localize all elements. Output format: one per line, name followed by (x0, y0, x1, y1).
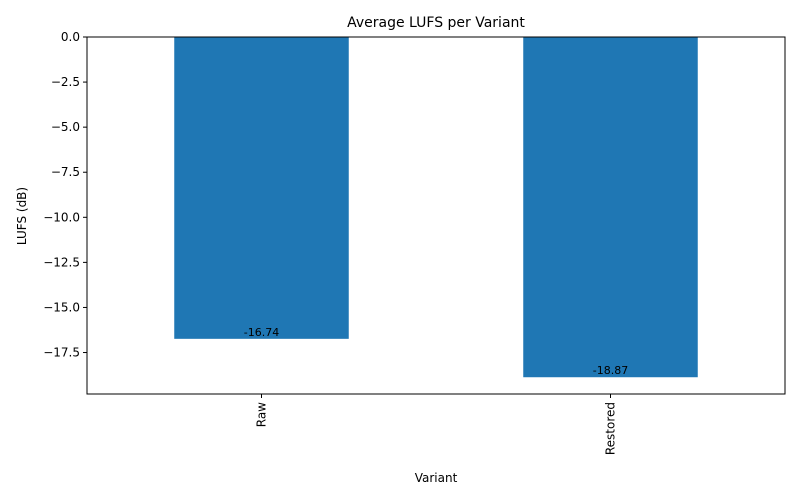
chart-title: Average LUFS per Variant (347, 15, 525, 31)
y-axis: 0.0 −2.5 −5.0 −7.5 −10.0 −12.5 −15.0 −17.5 (43, 30, 87, 360)
bar-value-label: -18.87 (593, 364, 628, 377)
y-tick-label: −2.5 (51, 75, 80, 89)
x-tick-label: Restored (604, 402, 618, 455)
y-tick-label: −10.0 (43, 210, 80, 224)
y-tick-label: −5.0 (51, 120, 80, 134)
bar-raw (174, 37, 349, 339)
bar-restored (523, 37, 698, 378)
bar-value-label: -16.74 (244, 326, 279, 339)
y-tick-label: 0.0 (61, 30, 80, 44)
x-axis: Raw Restored (255, 394, 618, 455)
y-tick-label: −7.5 (51, 165, 80, 179)
y-tick-label: −15.0 (43, 300, 80, 314)
plot-frame (86, 36, 786, 395)
y-tick-label: −17.5 (43, 346, 80, 360)
y-axis-label: LUFS (dB) (15, 187, 29, 245)
x-tick-label: Raw (255, 402, 269, 427)
bars-group: -16.74 -18.87 (174, 37, 698, 378)
x-axis-label: Variant (415, 471, 458, 485)
y-tick-label: −12.5 (43, 255, 80, 269)
